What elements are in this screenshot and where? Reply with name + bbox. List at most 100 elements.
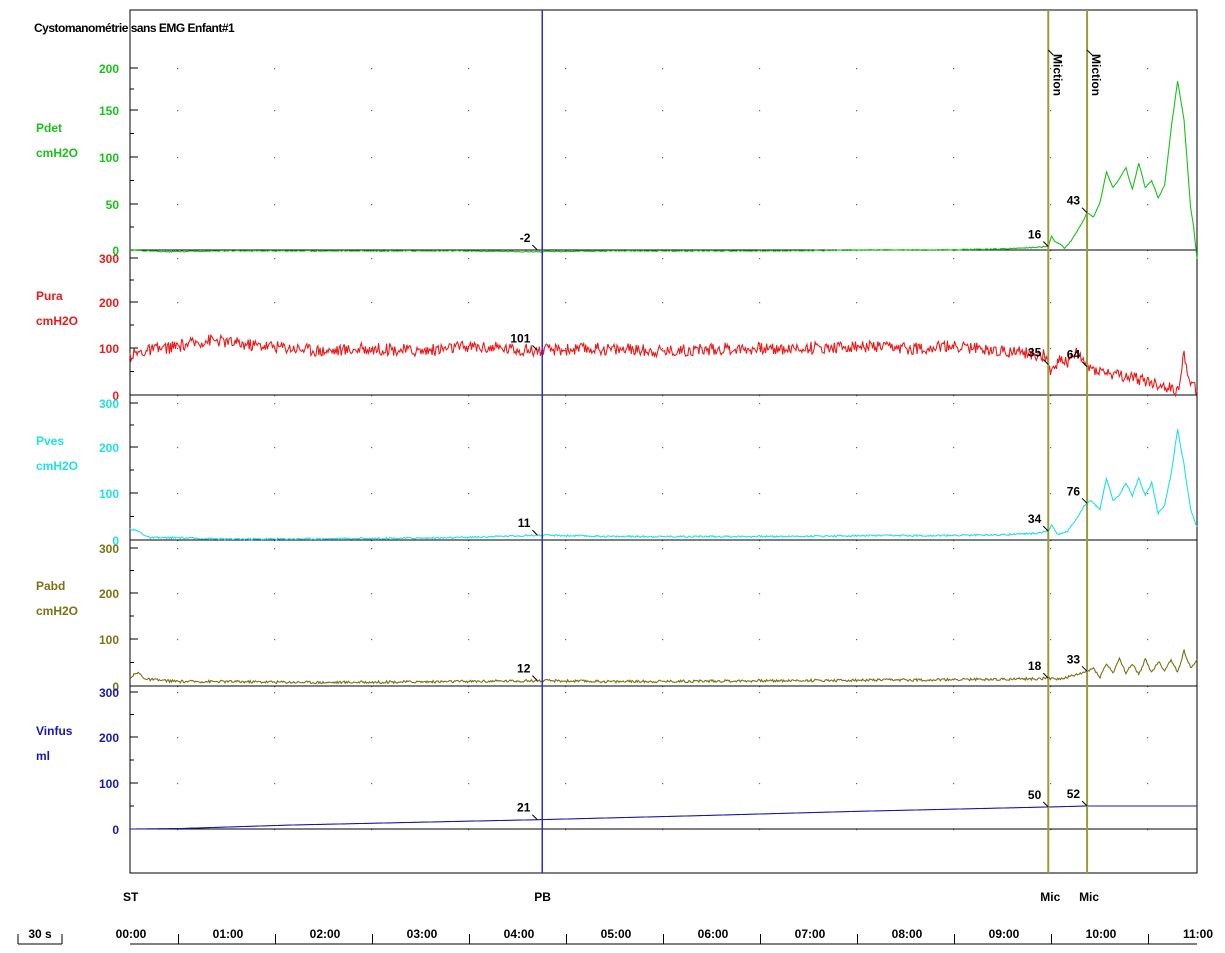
scale-bar-label: 30 s bbox=[28, 927, 52, 941]
grid-dot bbox=[759, 157, 761, 159]
grid-dot bbox=[953, 403, 955, 405]
grid-dot bbox=[856, 593, 858, 595]
readout-value: 101 bbox=[510, 331, 530, 345]
grid-dot bbox=[371, 110, 373, 112]
grid-dot bbox=[468, 403, 470, 405]
pves-trace bbox=[129, 428, 1198, 541]
grid-dot bbox=[662, 639, 664, 641]
marker-label-mic: Mic bbox=[1079, 890, 1099, 904]
grid-dot bbox=[177, 639, 179, 641]
readout-value: 52 bbox=[1067, 787, 1081, 801]
pdet-tick-label: 150 bbox=[99, 104, 119, 118]
grid-dot bbox=[953, 540, 955, 542]
grid-dots bbox=[177, 68, 1149, 831]
marker-label-st: ST bbox=[123, 890, 139, 904]
grid-dot bbox=[371, 302, 373, 304]
grid-dot bbox=[1050, 157, 1052, 159]
grid-dot bbox=[177, 447, 179, 449]
readout-value: 21 bbox=[517, 801, 531, 815]
grid-dot bbox=[565, 250, 567, 252]
grid-dot bbox=[1147, 110, 1149, 112]
grid-dot bbox=[1147, 348, 1149, 350]
cursor-readouts: -2 16 43 101 35 64 11 34 76 12 18 33 21 50 52 bbox=[510, 194, 1088, 821]
grid-dot bbox=[662, 403, 664, 405]
grid-dot bbox=[371, 447, 373, 449]
grid-dot bbox=[565, 447, 567, 449]
pura-tick-label: 300 bbox=[99, 252, 119, 266]
grid-dot bbox=[371, 639, 373, 641]
grid-dot bbox=[1050, 692, 1052, 694]
grid-dot bbox=[662, 737, 664, 739]
grid-dot bbox=[177, 68, 179, 70]
grid-dot bbox=[565, 204, 567, 206]
grid-dot bbox=[1050, 447, 1052, 449]
grid-dot bbox=[1147, 204, 1149, 206]
grid-dot bbox=[662, 110, 664, 112]
grid-dot bbox=[1050, 737, 1052, 739]
grid-dot bbox=[1147, 258, 1149, 260]
grid-dot bbox=[1050, 540, 1052, 542]
grid-dot bbox=[274, 548, 276, 550]
grid-dot bbox=[468, 593, 470, 595]
grid-dot bbox=[1050, 204, 1052, 206]
time-tick-label: 07:00 bbox=[795, 927, 826, 941]
grid-dot bbox=[468, 302, 470, 304]
grid-dot bbox=[662, 395, 664, 397]
vinfus-tick-label: 100 bbox=[99, 777, 119, 791]
grid-dot bbox=[468, 783, 470, 785]
grid-dot bbox=[371, 829, 373, 831]
grid-dot bbox=[1050, 493, 1052, 495]
grid-dot bbox=[856, 548, 858, 550]
grid-dot bbox=[371, 692, 373, 694]
grid-dot bbox=[1147, 403, 1149, 405]
grid-dot bbox=[856, 493, 858, 495]
grid-dot bbox=[953, 548, 955, 550]
grid-dot bbox=[953, 829, 955, 831]
grid-dot bbox=[177, 593, 179, 595]
grid-dot bbox=[1050, 110, 1052, 112]
readout-value: 16 bbox=[1028, 228, 1042, 242]
grid-dot bbox=[856, 639, 858, 641]
pura-unit: cmH2O bbox=[36, 314, 78, 328]
grid-dot bbox=[856, 110, 858, 112]
grid-dot bbox=[662, 68, 664, 70]
grid-dot bbox=[1050, 686, 1052, 688]
grid-dot bbox=[759, 68, 761, 70]
grid-dot bbox=[1147, 593, 1149, 595]
pves-unit: cmH2O bbox=[36, 459, 78, 473]
grid-dot bbox=[1147, 783, 1149, 785]
grid-dot bbox=[1147, 686, 1149, 688]
grid-dot bbox=[662, 204, 664, 206]
pves-tick-label: 200 bbox=[99, 441, 119, 455]
grid-dot bbox=[856, 686, 858, 688]
grid-dot bbox=[1147, 639, 1149, 641]
grid-dot bbox=[274, 395, 276, 397]
time-tick-label: 05:00 bbox=[601, 927, 632, 941]
grid-dot bbox=[371, 737, 373, 739]
grid-dot bbox=[856, 783, 858, 785]
grid-dot bbox=[662, 302, 664, 304]
grid-dot bbox=[177, 737, 179, 739]
grid-dot bbox=[565, 348, 567, 350]
grid-dot bbox=[759, 403, 761, 405]
miction-annotation: Miction bbox=[1050, 54, 1064, 96]
grid-dot bbox=[177, 348, 179, 350]
grid-dot bbox=[1147, 157, 1149, 159]
vinfus-tick-label: 0 bbox=[112, 823, 119, 837]
grid-dot bbox=[468, 692, 470, 694]
grid-dot bbox=[759, 258, 761, 260]
grid-dot bbox=[468, 540, 470, 542]
grid-dot bbox=[274, 783, 276, 785]
grid-dot bbox=[1147, 548, 1149, 550]
time-tick-label: 10:00 bbox=[1086, 927, 1117, 941]
grid-dot bbox=[662, 692, 664, 694]
pura-tick-label: 200 bbox=[99, 296, 119, 310]
grid-dot bbox=[759, 540, 761, 542]
grid-dot bbox=[856, 403, 858, 405]
grid-dot bbox=[274, 540, 276, 542]
grid-dot bbox=[274, 692, 276, 694]
grid-dot bbox=[759, 204, 761, 206]
grid-dot bbox=[1050, 829, 1052, 831]
grid-dot bbox=[662, 348, 664, 350]
readout-leader bbox=[1042, 359, 1049, 365]
